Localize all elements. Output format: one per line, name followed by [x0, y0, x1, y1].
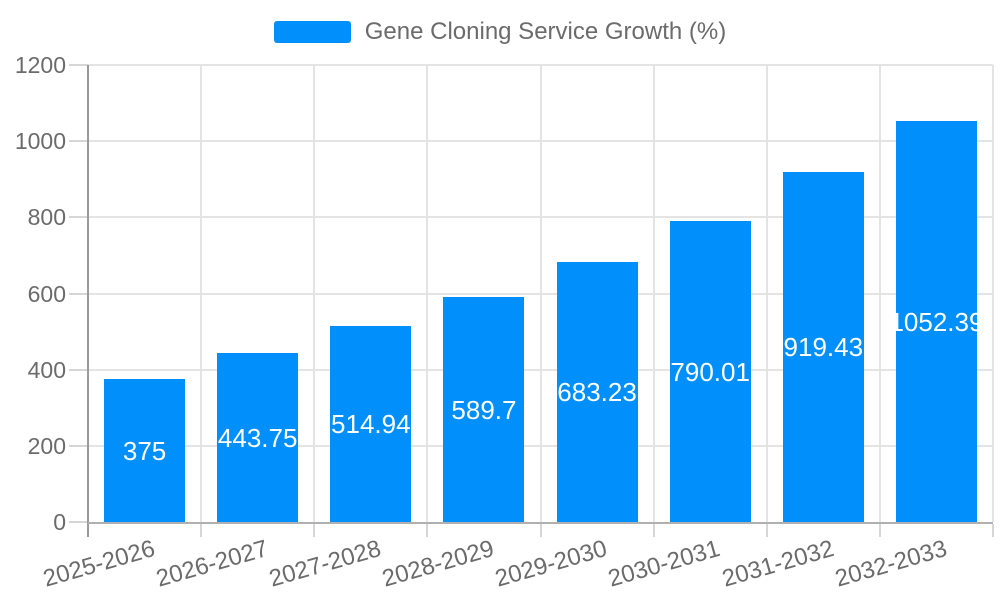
x-axis-tick — [878, 524, 881, 537]
y-axis-tick — [69, 444, 88, 447]
y-axis-tick — [69, 64, 88, 66]
x-axis-label: 2029-2030 — [492, 535, 611, 593]
gridline-vertical — [200, 65, 203, 522]
gridline-vertical — [765, 65, 768, 522]
gridline-vertical — [652, 65, 655, 522]
x-axis-tick — [992, 524, 994, 537]
gridline-vertical — [878, 65, 881, 522]
bar[interactable] — [895, 121, 977, 522]
gridline-vertical — [313, 65, 316, 522]
x-axis-label: 2027-2028 — [266, 535, 384, 593]
x-axis-label: 2025-2026 — [39, 535, 158, 593]
bar-value-label: 919.43 — [783, 331, 864, 362]
y-axis-tick — [69, 140, 88, 143]
y-axis-label: 0 — [53, 509, 66, 535]
bar-value-label: 790.01 — [670, 356, 750, 387]
gridline-vertical — [992, 65, 994, 522]
y-axis-label: 400 — [27, 356, 66, 383]
bar[interactable] — [443, 297, 525, 522]
y-axis-line — [87, 65, 89, 537]
bar[interactable] — [330, 325, 412, 522]
x-axis-label: 2032-2033 — [831, 535, 950, 593]
bar-value-label: 514.94 — [331, 408, 411, 439]
x-axis-label: 2030-2031 — [605, 535, 724, 593]
bar[interactable] — [782, 171, 864, 522]
bar[interactable] — [217, 353, 299, 522]
bar[interactable] — [556, 261, 638, 522]
y-axis-tick — [69, 216, 88, 219]
legend-label: Gene Cloning Service Growth (%) — [364, 18, 727, 45]
x-axis-tick — [539, 524, 542, 537]
y-axis-label: 600 — [27, 280, 66, 307]
x-axis-tick — [765, 524, 768, 537]
y-axis-label: 1200 — [14, 52, 66, 78]
bar-value-label: 683.23 — [557, 376, 637, 407]
x-axis-tick — [652, 524, 655, 537]
y-axis-label: 1000 — [14, 128, 66, 155]
y-axis-label: 200 — [27, 432, 66, 459]
x-axis-tick — [200, 524, 203, 537]
x-axis-label: 2028-2029 — [379, 535, 498, 593]
legend-swatch-icon — [273, 21, 351, 43]
y-axis-tick — [69, 292, 88, 295]
bar-value-label: 1052.39 — [889, 306, 984, 337]
x-axis-line — [88, 522, 993, 524]
x-axis-label: 2026-2027 — [153, 535, 271, 593]
bar-value-label: 443.75 — [217, 422, 298, 453]
gridline-vertical — [426, 65, 429, 522]
bar-value-label: 375 — [122, 435, 167, 466]
y-axis-tick — [69, 368, 88, 371]
gridline-vertical — [539, 65, 542, 522]
y-axis-label: 800 — [27, 204, 66, 231]
x-axis-label: 2031-2032 — [718, 535, 837, 593]
legend-item[interactable]: Gene Cloning Service Growth (%) — [0, 18, 1000, 46]
bar[interactable] — [669, 221, 751, 522]
bar[interactable] — [104, 379, 186, 522]
bar-value-label: 589.7 — [451, 394, 517, 425]
x-axis-tick — [313, 524, 316, 537]
y-axis-tick — [69, 521, 88, 523]
x-axis-tick — [426, 524, 429, 537]
